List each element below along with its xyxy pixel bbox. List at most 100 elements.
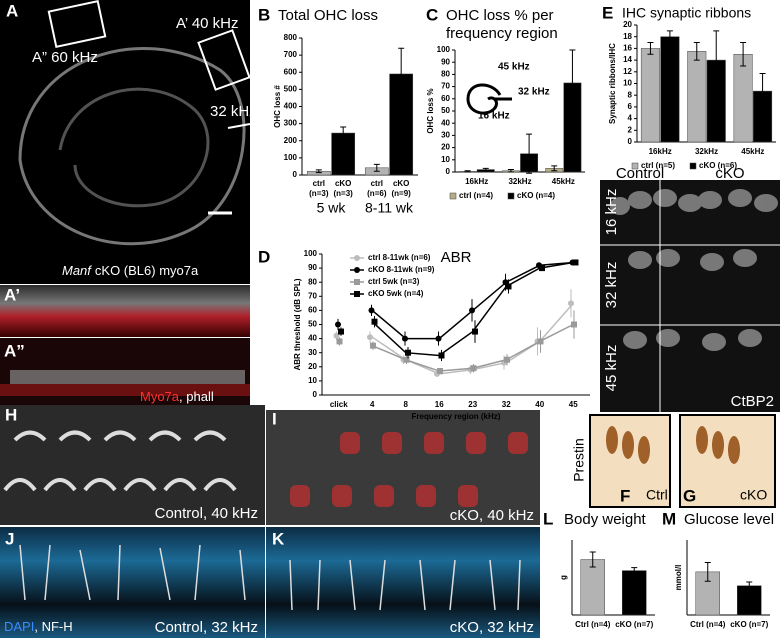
point xyxy=(472,328,478,335)
chart-title: frequency region xyxy=(446,25,558,42)
image-f xyxy=(589,414,671,508)
legend-label: ctrl 8-11wk (n=6) xyxy=(368,253,431,262)
image-g xyxy=(679,414,776,508)
region-label: A’ 40 kHz xyxy=(176,15,239,32)
bar xyxy=(733,54,753,143)
point xyxy=(438,352,445,359)
panel-label: B xyxy=(258,5,270,24)
y-tick-label: 14 xyxy=(623,55,632,64)
y-tick-label: 0 xyxy=(446,167,451,176)
legend-label: ctrl 5wk (n=3) xyxy=(368,277,420,286)
chart-title: IHC synaptic ribbons xyxy=(622,5,751,21)
point xyxy=(435,335,442,342)
y-tick-label: 10 xyxy=(308,376,317,385)
x-tick-label: 4 xyxy=(370,400,375,409)
point xyxy=(437,368,443,375)
inset-label: 16 kHz xyxy=(478,111,510,122)
y-tick-label: 20 xyxy=(623,20,632,29)
chart-title: OHC loss % per xyxy=(446,7,554,24)
y-tick-label: 6 xyxy=(628,102,633,111)
stain: Prestin xyxy=(571,438,587,482)
y-tick-label: 20 xyxy=(441,143,450,152)
row-label: 45 kHz xyxy=(603,345,620,392)
point xyxy=(470,365,477,372)
point xyxy=(368,307,375,314)
hair-cells xyxy=(10,370,245,384)
legend-swatch xyxy=(689,162,697,170)
point xyxy=(336,338,343,345)
x-tick-label: 5 wk xyxy=(317,200,347,216)
bar xyxy=(737,585,762,616)
image-e xyxy=(600,180,780,412)
x-axis-label: Frequency region (kHz) xyxy=(412,412,501,421)
stain: DAPI, NF-H xyxy=(4,619,73,634)
point xyxy=(370,342,376,349)
bar-label: cKO xyxy=(335,179,351,188)
caption: cKO, 32 kHz xyxy=(450,619,534,636)
y-tick-label: 100 xyxy=(437,45,451,54)
image-i xyxy=(266,410,540,525)
y-tick-label: 40 xyxy=(308,334,317,343)
point xyxy=(537,338,544,345)
y-tick-label: 2 xyxy=(628,125,633,134)
x-tick-label: 32kHz xyxy=(508,177,531,186)
legend-swatch xyxy=(449,192,457,200)
error-bar xyxy=(569,49,576,117)
y-tick-label: 10 xyxy=(623,79,632,88)
y-tick-label: 90 xyxy=(308,263,317,272)
y-tick-label: 100 xyxy=(284,153,298,162)
point xyxy=(571,321,577,328)
legend-label: ctrl (n=4) xyxy=(459,191,493,200)
y-tick-label: 0 xyxy=(293,170,298,179)
legend-swatch xyxy=(631,162,639,170)
x-tick-label: 23 xyxy=(468,400,477,409)
legend-marker xyxy=(354,255,360,261)
y-tick-label: 400 xyxy=(284,102,298,111)
panel-label: M xyxy=(662,509,676,528)
y-tick-label: 20 xyxy=(308,362,317,371)
bar-label: (n=6) xyxy=(367,189,387,198)
legend-label: cKO (n=6) xyxy=(699,161,737,170)
y-tick-label: 50 xyxy=(441,106,450,115)
x-tick-label: 45 xyxy=(569,400,578,409)
error-bar xyxy=(526,133,533,174)
panel-label: A xyxy=(6,1,18,20)
stereocilia xyxy=(3,430,237,492)
row-label: 32 kHz xyxy=(603,262,620,309)
bar xyxy=(640,48,660,143)
error-bar xyxy=(464,170,471,173)
error-bar xyxy=(373,163,380,172)
point xyxy=(469,307,475,314)
y-tick-label: 70 xyxy=(308,291,317,300)
image-a xyxy=(0,0,250,284)
y-tick-label: 30 xyxy=(308,348,317,357)
x-tick-label: 45kHz xyxy=(552,177,575,186)
error-bar xyxy=(693,42,700,61)
legend-marker xyxy=(354,291,360,297)
caption: Control, 32 kHz xyxy=(155,619,258,636)
x-tick-label: click xyxy=(330,400,348,409)
y-tick-label: 90 xyxy=(441,57,450,66)
y-axis-label: mmol/l xyxy=(674,565,683,591)
bar xyxy=(687,51,707,143)
image-j xyxy=(0,527,265,638)
stain: Myo7a, phall xyxy=(140,389,214,404)
panel-label: J xyxy=(5,529,14,548)
y-tick-label: 600 xyxy=(284,67,298,76)
caption: Manf cKO (BL6) myo7a xyxy=(62,263,199,278)
y-tick-label: 60 xyxy=(308,306,317,315)
y-tick-label: 8 xyxy=(628,90,633,99)
point xyxy=(338,328,344,335)
x-tick-label: 45kHz xyxy=(741,147,764,156)
caption: cKO, 40 kHz xyxy=(450,507,534,524)
y-tick-label: 18 xyxy=(623,32,632,41)
cochlea-icon xyxy=(466,83,512,115)
y-tick-label: 60 xyxy=(441,94,450,103)
caption: Ctrl xyxy=(646,487,668,503)
error-bar xyxy=(666,30,673,44)
column-label: cKO xyxy=(715,165,744,182)
point xyxy=(402,335,408,342)
bar-label: cKO xyxy=(393,179,409,188)
point xyxy=(405,349,411,356)
error-bar xyxy=(631,567,638,575)
